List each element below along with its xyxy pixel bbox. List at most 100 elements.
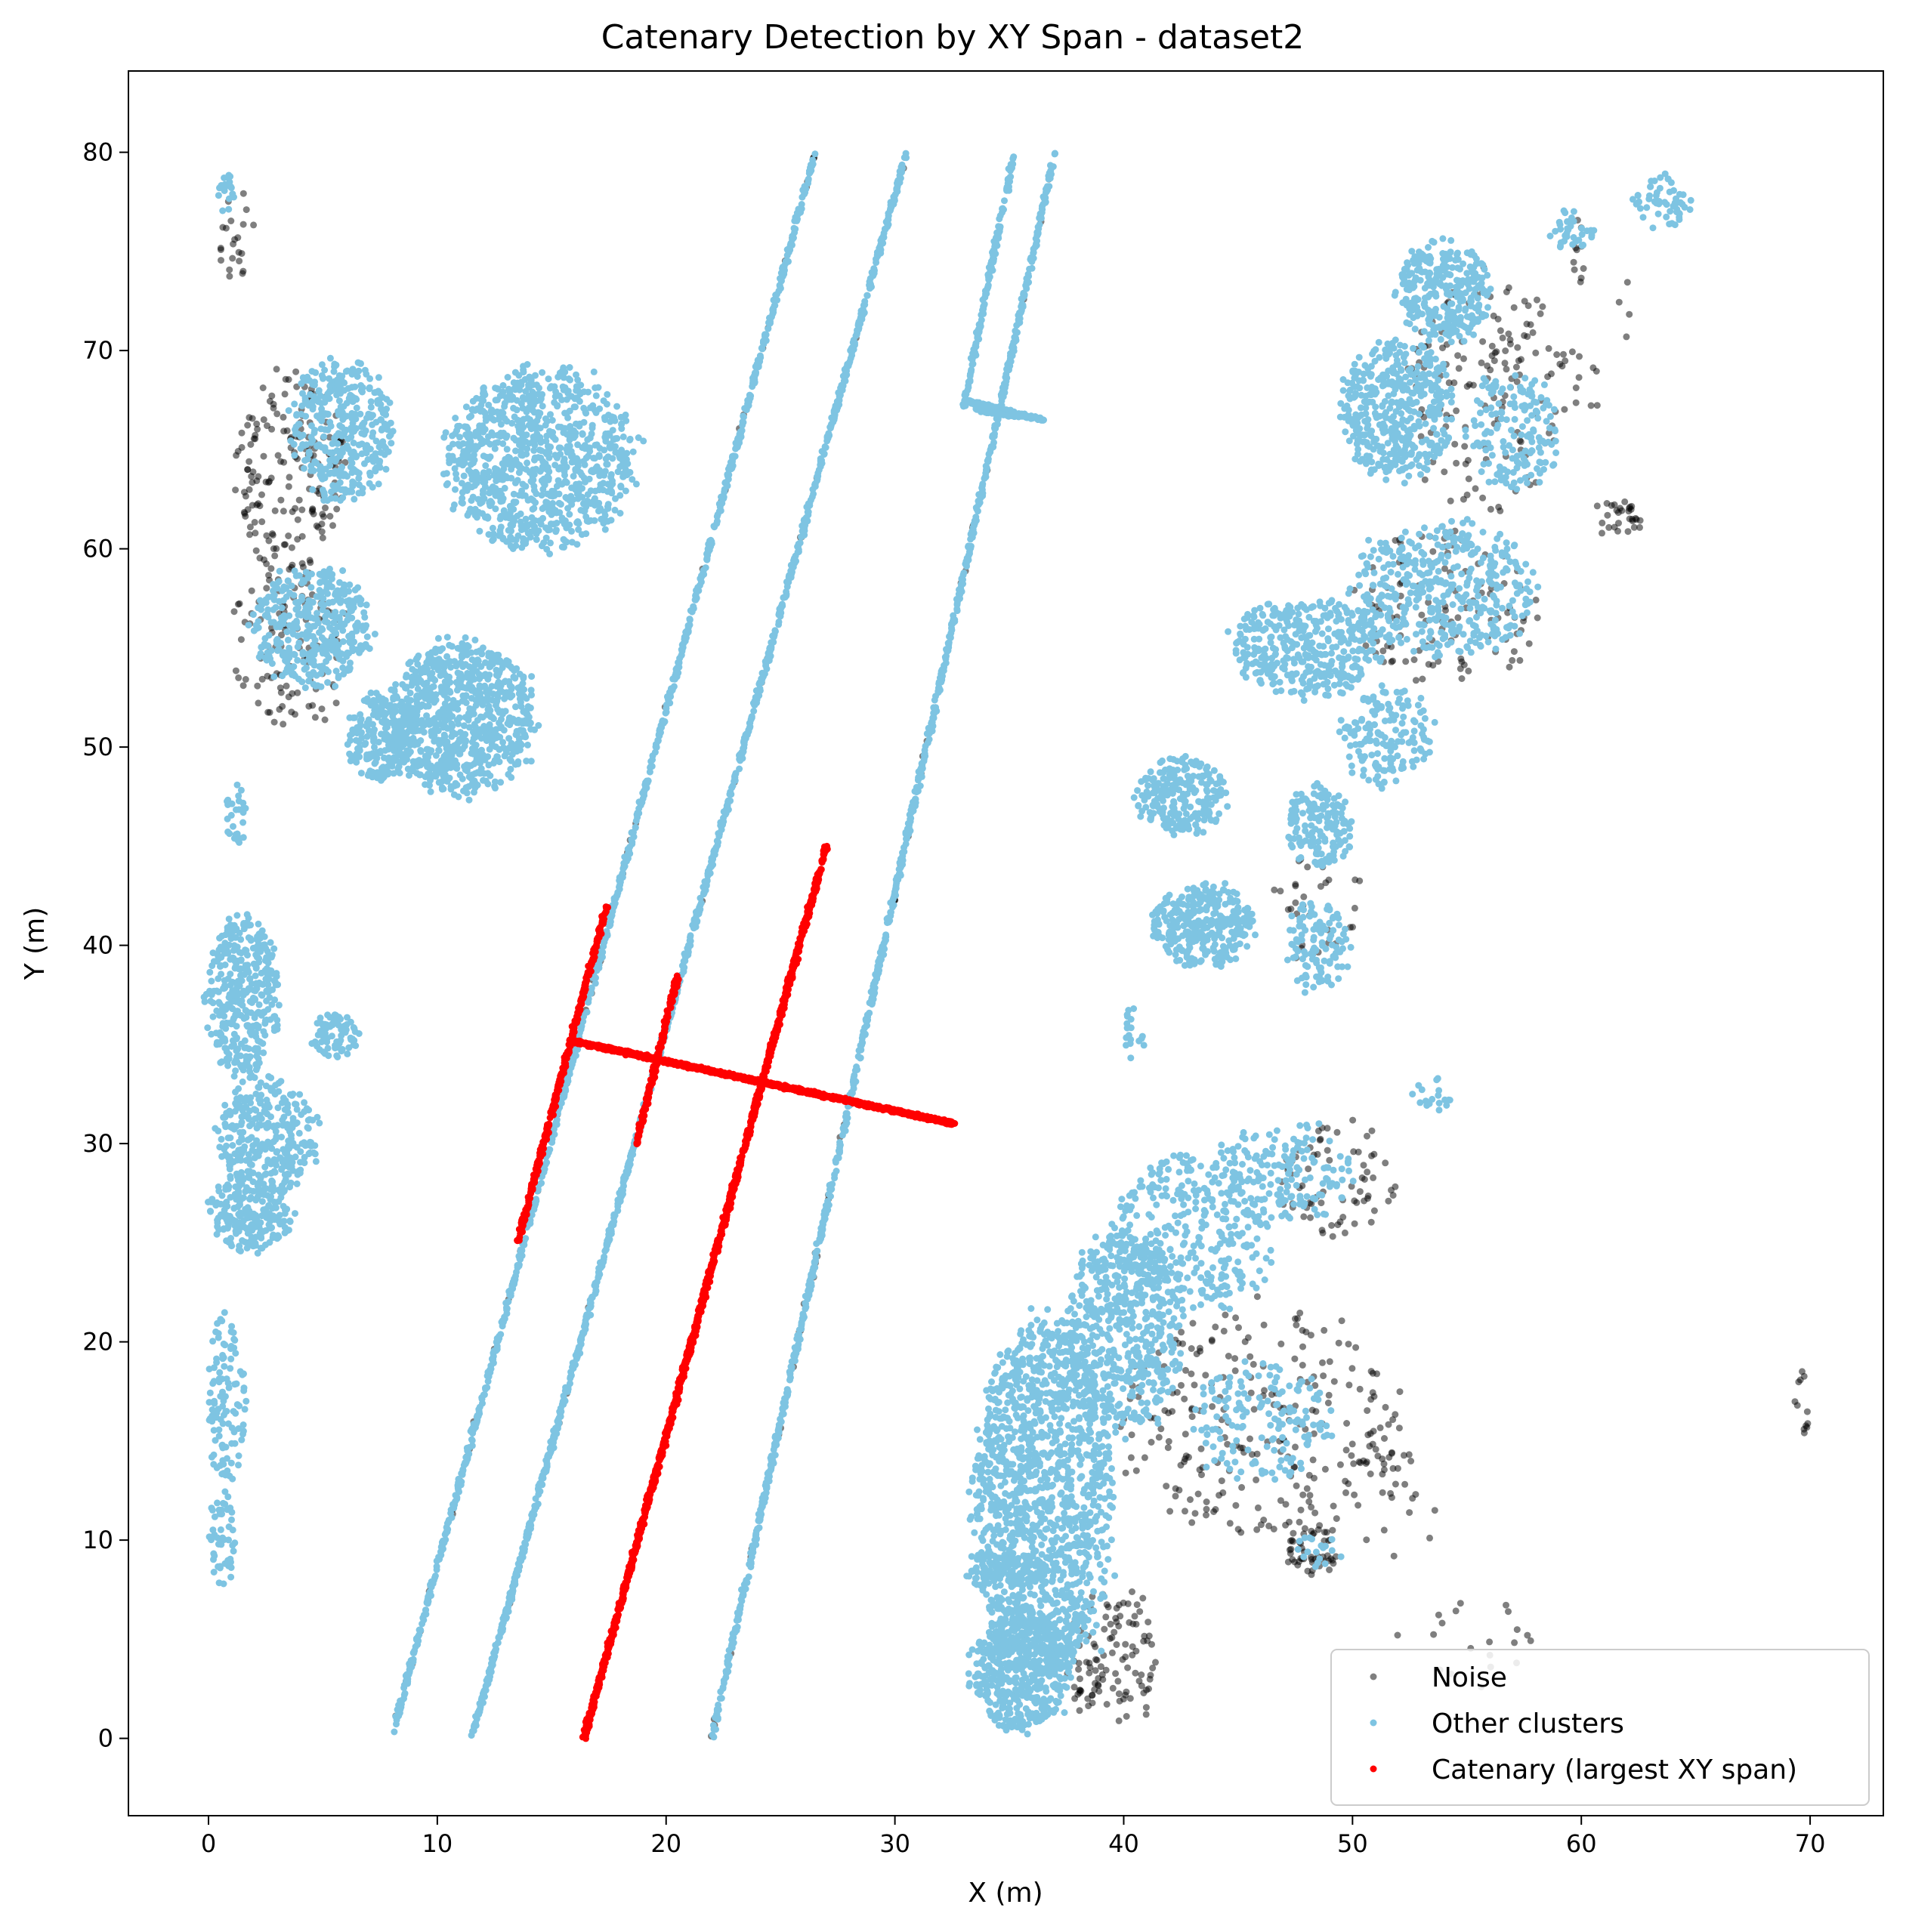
data-point [354,359,362,366]
data-point [1305,1498,1313,1505]
data-point [356,747,363,755]
data-point [1321,1529,1328,1536]
data-point [259,384,267,391]
data-point [334,588,341,596]
data-point [494,487,502,495]
data-point [344,435,352,443]
data-point [459,653,466,660]
data-point [1435,1611,1442,1619]
data-point [341,486,349,493]
data-point [1299,1491,1307,1498]
data-point [1389,1192,1397,1199]
data-point [292,1100,300,1108]
data-point [243,1008,251,1016]
data-point [286,474,293,481]
data-point [446,679,454,686]
data-point [1394,1464,1401,1472]
data-point [622,487,629,495]
data-point [251,1074,258,1082]
data-point [483,724,491,731]
data-point [375,374,382,381]
data-point [497,421,505,428]
data-point [247,441,255,448]
data-point [234,1227,242,1235]
data-point [468,471,475,479]
data-point [543,466,551,474]
data-point [254,425,261,433]
data-point [484,675,492,683]
data-point [590,368,598,375]
data-point [1161,1407,1169,1415]
data-point [263,532,270,539]
data-point [256,597,264,604]
data-point [328,1032,335,1040]
data-point [1132,1467,1140,1474]
data-point [524,496,532,504]
data-point [289,1115,297,1122]
data-point [1135,1393,1142,1400]
data-point [332,683,339,690]
data-point [280,508,287,515]
data-point [329,522,336,529]
data-point [239,1128,247,1136]
data-point [382,710,390,718]
data-point [512,731,520,739]
data-point [344,612,352,619]
data-point [1457,1600,1464,1607]
data-point [542,534,550,542]
data-point [270,718,278,726]
data-point [619,473,627,480]
data-point [604,453,612,461]
data-point [257,934,264,942]
data-point [317,600,325,608]
data-point [340,430,348,437]
data-point [419,666,427,674]
data-point [443,777,451,785]
data-point [586,434,594,442]
data-point [617,483,625,489]
data-point [527,758,535,765]
data-point [367,403,375,411]
data-point [1356,1385,1364,1393]
data-point [1196,1466,1203,1474]
data-point [469,667,477,674]
data-point [1409,1495,1416,1502]
data-point [1486,1638,1494,1646]
data-point [332,650,340,657]
data-point [233,1023,240,1030]
data-point [263,560,270,567]
data-point [469,705,477,713]
data-point [1351,1220,1358,1227]
data-point [234,234,242,242]
data-point [260,416,267,424]
data-point [343,1021,351,1028]
data-point [1123,1713,1130,1720]
data-point [528,691,535,699]
data-point [270,1026,278,1034]
data-point [1113,1604,1120,1612]
data-point [245,915,252,921]
data-point [367,770,375,778]
data-point [573,480,580,488]
data-point [604,461,611,468]
data-point [1624,528,1632,535]
data-point [499,388,507,396]
data-point [285,376,292,383]
data-point [530,505,538,512]
data-point [292,711,298,718]
data-point [300,658,307,665]
data-point [1463,491,1471,498]
data-point [285,483,292,490]
data-point [477,408,484,415]
data-point [435,646,443,653]
data-point [1102,1613,1110,1621]
data-point [480,470,488,477]
data-point [1319,1229,1327,1236]
data-point [332,361,340,369]
x-tick-label: 20 [650,1829,681,1858]
data-point [497,409,505,416]
data-point [248,1161,255,1168]
data-point [443,738,451,745]
data-point [413,699,421,707]
data-point [1091,1686,1098,1693]
